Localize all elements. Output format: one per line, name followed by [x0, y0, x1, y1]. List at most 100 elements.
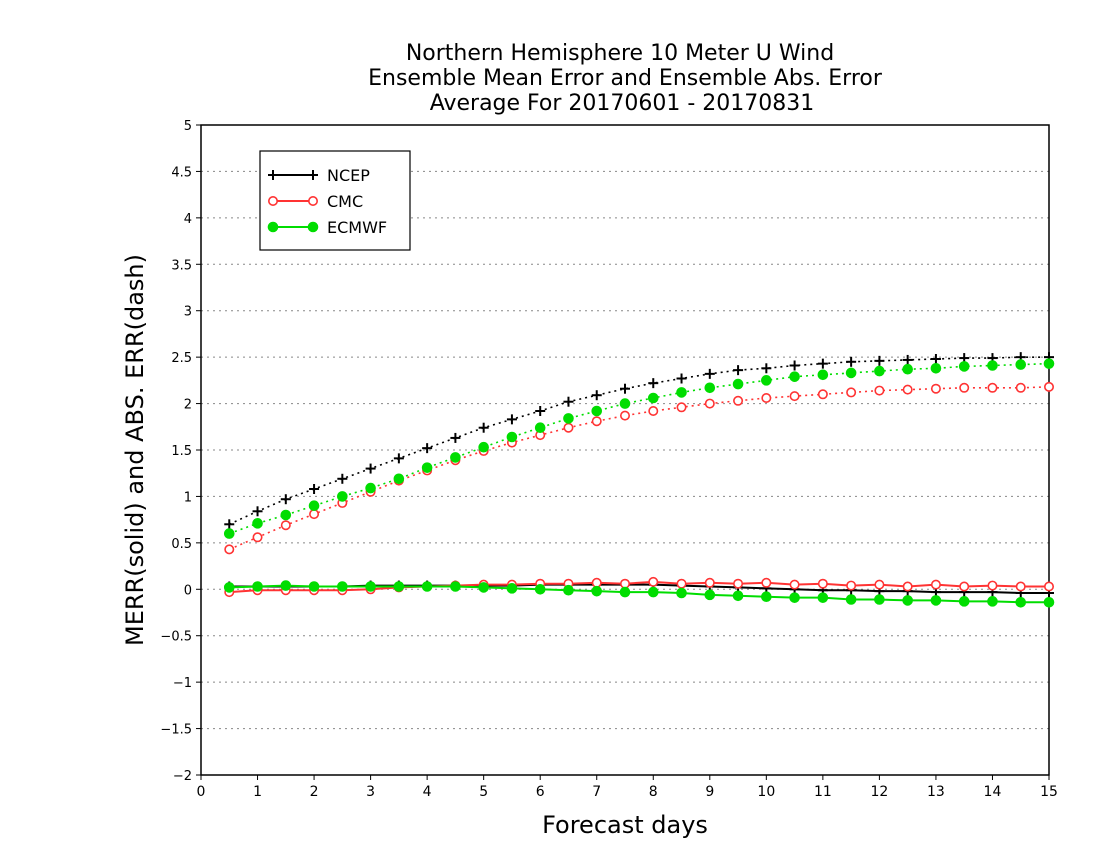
- ncep-abs-err-point: [817, 358, 828, 369]
- legend: NCEP CMC ECMWF: [259, 150, 411, 251]
- y-tick-label: −2: [173, 769, 192, 784]
- ecmwf-mean-err-point: [789, 592, 800, 603]
- x-tick-label: 10: [757, 784, 775, 800]
- cmc-mean-err-point: [591, 577, 602, 588]
- cmc-abs-err-point: [930, 383, 941, 394]
- x-tick-label: 13: [927, 784, 945, 800]
- ncep-abs-err-point: [422, 443, 433, 454]
- cmc-mean-err-point: [874, 579, 885, 590]
- ecmwf-abs-err-point: [365, 482, 376, 494]
- legend-entry-cmc: CMC: [267, 192, 363, 211]
- ecmwf-abs-err-point: [591, 405, 603, 417]
- ecmwf-abs-err-point: [704, 382, 716, 394]
- y-tick-label: −1.5: [160, 723, 192, 738]
- ncep-abs-err-point: [337, 473, 348, 484]
- ecmwf-abs-err-point: [874, 365, 885, 377]
- y-tick-label: 5: [184, 119, 192, 134]
- x-tick-label: 4: [423, 784, 432, 800]
- ncep-abs-err-point: [365, 463, 376, 474]
- ecmwf-abs-err-point: [817, 369, 829, 381]
- cmc-mean-err-point: [676, 578, 687, 589]
- chart-title: Northern Hemisphere 10 Meter U Wind Ense…: [368, 41, 883, 116]
- ecmwf-abs-err-point: [534, 422, 546, 434]
- ecmwf-abs-err-point: [958, 361, 970, 372]
- ecmwf-abs-err-point: [280, 509, 292, 521]
- ecmwf-mean-err-point: [930, 595, 942, 606]
- cmc-mean-err-point: [648, 576, 659, 587]
- x-tick-label: 12: [870, 784, 888, 800]
- ecmwf-mean-err-point: [478, 582, 489, 593]
- ecmwf-mean-err-point: [817, 592, 829, 603]
- legend-entry-ncep: NCEP: [268, 166, 370, 185]
- ecmwf-mean-err-point: [308, 581, 320, 592]
- ncep-abs-err-point: [393, 453, 404, 464]
- ncep-abs-err-point: [280, 494, 291, 505]
- x-tick-label: 15: [1040, 784, 1058, 800]
- x-tick-label: 11: [814, 784, 832, 800]
- series-cmc: [224, 381, 1055, 598]
- y-tick-label: 2: [184, 398, 192, 413]
- ecmwf-mean-err-point: [563, 584, 574, 596]
- y-tick-label: 1: [184, 490, 192, 505]
- cmc-abs-err-point: [1044, 381, 1055, 392]
- ecmwf-abs-err-point: [223, 528, 235, 539]
- ecmwf-abs-err-point: [930, 362, 942, 374]
- ecmwf-mean-err-point: [223, 582, 235, 593]
- cmc-abs-err-point: [591, 416, 602, 427]
- ncep-abs-err-point: [309, 484, 320, 494]
- ncep-abs-err-point: [620, 383, 630, 394]
- y-tick-label: 1.5: [171, 444, 192, 459]
- ecmwf-abs-err-point: [337, 491, 348, 502]
- title-line-2: Ensemble Mean Error and Ensemble Abs. Er…: [368, 66, 883, 91]
- legend-label: NCEP: [327, 166, 370, 185]
- ecmwf-abs-err-point: [1043, 358, 1055, 369]
- legend-label: ECMWF: [327, 218, 387, 237]
- x-tick-label: 8: [649, 784, 658, 800]
- ecmwf-mean-err-point: [647, 586, 659, 598]
- ecmwf-mean-err-point: [732, 590, 744, 602]
- legend-marker: [307, 196, 318, 207]
- title-line-1: Northern Hemisphere 10 Meter U Wind: [406, 41, 834, 66]
- legend-marker: [267, 221, 279, 233]
- ecmwf-abs-err-point: [563, 413, 574, 424]
- ecmwf-mean-err-point: [874, 594, 885, 605]
- cmc-abs-err-point: [874, 385, 885, 396]
- ecmwf-mean-err-point: [534, 583, 546, 595]
- legend-marker: [307, 221, 319, 233]
- ncep-abs-err-point: [733, 365, 744, 376]
- ecmwf-mean-err-point: [902, 595, 913, 606]
- ecmwf-mean-err-point: [421, 581, 433, 592]
- ecmwf-abs-err-point: [393, 473, 405, 485]
- ecmwf-abs-err-point: [732, 378, 744, 390]
- legend-marker: [268, 170, 278, 180]
- ncep-abs-err-point: [761, 363, 772, 374]
- plot-frame: [200, 124, 1050, 776]
- ncep-abs-err-point: [224, 519, 235, 530]
- y-tick-label: 3: [184, 305, 192, 320]
- y-tick-label: −0.5: [160, 630, 192, 645]
- cmc-abs-err-point: [619, 410, 630, 421]
- ecmwf-abs-err-point: [647, 392, 659, 404]
- ncep-abs-err-point: [252, 506, 263, 517]
- ecmwf-mean-err-point: [761, 591, 772, 603]
- ecmwf-abs-err-point: [308, 500, 320, 512]
- series-ncep: [224, 352, 1054, 598]
- cmc-abs-err-point: [846, 387, 857, 398]
- ecmwf-abs-err-point: [1015, 359, 1027, 370]
- legend-label: CMC: [327, 192, 363, 211]
- cmc-abs-err-point: [648, 405, 659, 416]
- legend-marker: [267, 196, 278, 207]
- ecmwf-mean-err-point: [845, 594, 857, 605]
- x-tick-label: 3: [366, 784, 375, 800]
- cmc-abs-err-point: [959, 382, 970, 393]
- ecmwf-mean-err-point: [704, 589, 716, 601]
- ecmwf-abs-err-point: [506, 431, 518, 443]
- ecmwf-abs-err-point: [478, 441, 489, 453]
- ecmwf-abs-err-point: [421, 462, 433, 473]
- legend-entry-ecmwf: ECMWF: [267, 218, 387, 237]
- cmc-abs-err-point: [704, 398, 715, 409]
- ncep-abs-err-point: [902, 354, 913, 365]
- ecmwf-mean-err-point: [591, 585, 603, 597]
- ncep-abs-err-point: [648, 378, 659, 389]
